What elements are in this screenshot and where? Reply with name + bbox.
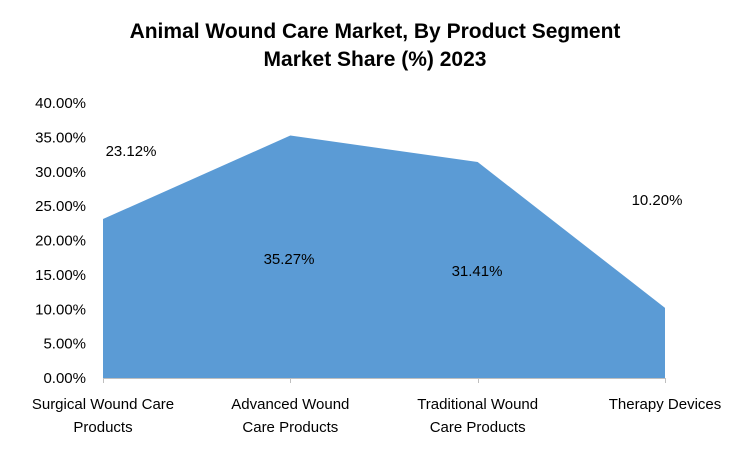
y-tick-label: 0.00% <box>43 370 86 387</box>
area-series <box>103 135 665 378</box>
y-tick-label: 5.00% <box>43 336 86 353</box>
category-label: Traditional Wound <box>417 396 538 413</box>
category-label: Care Products <box>430 419 526 436</box>
y-tick-label: 25.00% <box>35 198 86 215</box>
category-label: Products <box>73 419 132 436</box>
y-tick-label: 30.00% <box>35 164 86 181</box>
y-tick-label: 15.00% <box>35 267 86 284</box>
category-label: Advanced Wound <box>231 396 349 413</box>
data-label: 23.12% <box>106 143 157 160</box>
data-label: 10.20% <box>632 192 683 209</box>
chart-title-line-2: Market Share (%) 2023 <box>263 48 487 71</box>
chart-title: Animal Wound Care Market, By Product Seg… <box>0 18 750 74</box>
y-tick-label: 40.00% <box>35 95 86 112</box>
chart-title-line-1: Animal Wound Care Market, By Product Seg… <box>129 20 621 43</box>
category-label: Care Products <box>242 419 338 436</box>
y-tick-label: 35.00% <box>35 129 86 146</box>
data-label: 31.41% <box>452 263 503 280</box>
y-tick-label: 20.00% <box>35 233 86 250</box>
y-tick-label: 10.00% <box>35 301 86 318</box>
category-label: Surgical Wound Care <box>32 396 174 413</box>
data-label: 35.27% <box>264 251 315 268</box>
category-label: Therapy Devices <box>609 396 722 413</box>
